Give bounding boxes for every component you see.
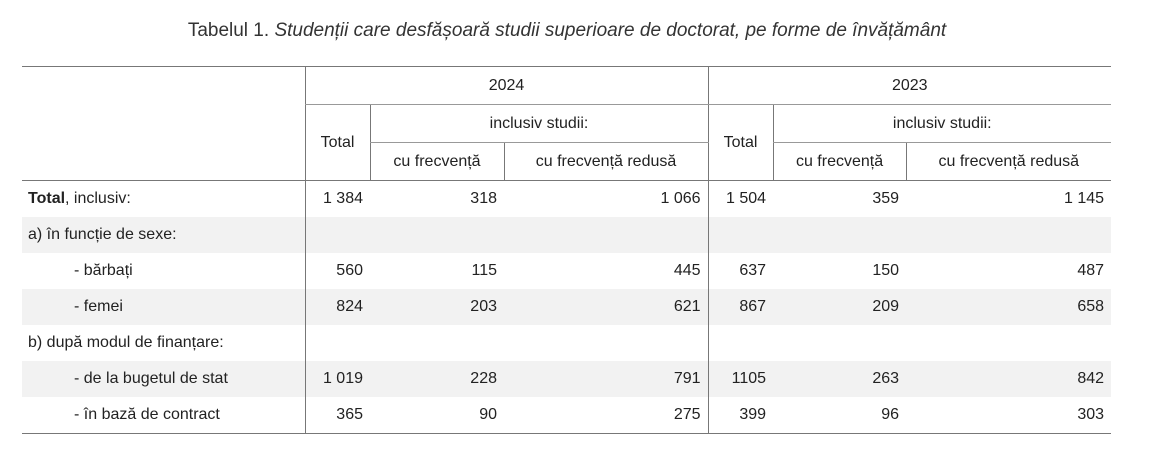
cell-total-2024: 1 384 — [304, 180, 370, 217]
header-cu-frecventa-redusa-2024: cu frecvență redusă — [503, 142, 709, 181]
table-row-total: Total, inclusiv: 1 384 318 1 066 1 504 3… — [22, 180, 1111, 218]
row-label: - de la bugetul de stat — [22, 361, 305, 397]
header-cu-frecventa-redusa-2023: cu frecvență redusă — [905, 142, 1112, 181]
cell-cu-frecventa-2023: 209 — [773, 289, 907, 325]
header-total-2024: Total — [304, 104, 370, 181]
row-label: - în bază de contract — [22, 397, 305, 434]
cell-cu-frecventa-redusa-2023: 303 — [906, 397, 1112, 434]
cell-cu-frecventa-redusa-2024: 445 — [673, 262, 701, 279]
cell-cu-frecventa-redusa-2024: 1 066 — [660, 190, 701, 207]
cell-cu-frecventa-redusa-2024: 621 — [504, 289, 709, 325]
header-empty-cell — [22, 66, 305, 181]
row-label-rest: , inclusiv: — [65, 190, 131, 207]
cell-cu-frecventa-2024: 228 — [370, 361, 504, 397]
table-row-buget: - de la bugetul de stat 1 019 228 791 11… — [22, 361, 1112, 397]
header-row-subcols: cu frecvență cu frecvență redusă cu frec… — [22, 142, 1112, 181]
cell-total-2024: 365 — [304, 397, 370, 434]
cell-total-2024: 824 — [304, 289, 370, 325]
cell-cu-frecventa-2023: 96 — [773, 397, 907, 434]
cell-cu-frecventa-redusa-2023: 487 — [1077, 262, 1105, 279]
header-year-2023: 2023 — [707, 66, 1112, 105]
row-label: - femei — [22, 289, 305, 325]
header-row-years: 2024 2023 — [22, 66, 1112, 181]
cell-cu-frecventa-2024: 203 — [370, 289, 504, 325]
cell-cu-frecventa-2023: 150 — [872, 262, 900, 279]
header-row-groups: Total inclusiv studii: Total inclusiv st… — [22, 104, 1112, 181]
row-label-bold: Total — [28, 190, 66, 207]
row-label: Total, inclusiv: — [22, 181, 305, 218]
cell-cu-frecventa-2024: 318 — [470, 190, 497, 207]
header-cu-frecventa-2023: cu frecvență — [772, 142, 907, 181]
caption-prefix: Tabelul 1. — [187, 20, 270, 41]
doctoral-students-table: 2024 2023 Total inclusiv studii: Total i… — [22, 66, 1112, 434]
table-row-femei: - femei 824 203 621 867 209 658 — [22, 289, 1112, 325]
caption-title: Studenții care desfășoară studii superio… — [274, 20, 947, 41]
header-inclusiv-2023: inclusiv studii: — [772, 104, 1112, 143]
header-year-2024: 2024 — [304, 66, 709, 105]
cell-cu-frecventa-2023: 263 — [773, 361, 907, 397]
cell-total-2023: 1 504 — [707, 180, 774, 217]
table-caption: Tabelul 1. Studenții care desfășoară stu… — [0, 20, 1134, 42]
cell-cu-frecventa-2023: 359 — [872, 190, 900, 207]
cell-cu-frecventa-redusa-2024: 791 — [504, 361, 709, 397]
cell-total-2023: 1105 — [707, 361, 774, 397]
cell-cu-frecventa-redusa-2024: 275 — [504, 397, 709, 434]
cell-total-2023: 637 — [707, 253, 774, 289]
cell-total-2024: 1 019 — [304, 361, 370, 397]
cell-cu-frecventa-redusa-2023: 658 — [906, 289, 1112, 325]
header-total-2023: Total — [707, 104, 774, 181]
table-row-barbati: - bărbați 560 115 445 637 150 487 — [22, 253, 1111, 289]
row-label: a) în funcție de sexe: — [22, 217, 305, 253]
cell-total-2023: 399 — [707, 397, 774, 434]
cell-cu-frecventa-2024: 90 — [370, 397, 504, 434]
cell-cu-frecventa-redusa-2023: 842 — [906, 361, 1112, 397]
table-row-section-finantare: b) după modul de finanțare: — [22, 325, 1111, 361]
table-row-section-sexe: a) în funcție de sexe: — [22, 217, 1112, 253]
header-inclusiv-2024: inclusiv studii: — [369, 104, 709, 143]
cell-cu-frecventa-2024: 115 — [471, 262, 497, 279]
row-label: - bărbați — [74, 262, 133, 279]
cell-total-2024: 560 — [304, 253, 370, 289]
cell-total-2023: 867 — [707, 289, 774, 325]
cell-cu-frecventa-redusa-2023: 1 145 — [1063, 190, 1105, 207]
table-row-contract: - în bază de contract 365 90 275 399 96 … — [22, 397, 1112, 434]
header-cu-frecventa-2024: cu frecvență — [369, 142, 504, 181]
row-label: b) după modul de finanțare: — [28, 334, 224, 351]
